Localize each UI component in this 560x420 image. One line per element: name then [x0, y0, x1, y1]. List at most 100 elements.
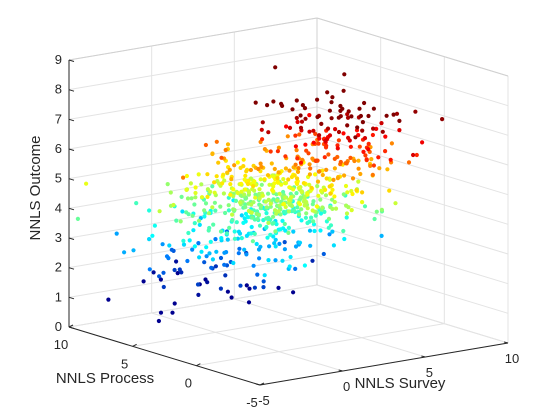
scatter-point	[196, 172, 201, 177]
scatter-point	[266, 130, 271, 135]
scatter-point	[250, 215, 255, 220]
scatter-point	[257, 256, 262, 261]
scatter-point	[273, 244, 278, 249]
scatter-point	[322, 209, 327, 214]
scatter-point	[299, 207, 304, 212]
z-tick-label: 9	[55, 52, 62, 67]
scatter-point	[218, 255, 224, 261]
scatter-point	[297, 212, 302, 217]
scatter-point	[313, 172, 318, 177]
scatter-point	[152, 223, 157, 228]
scatter-point	[190, 213, 195, 218]
scatter-point	[307, 228, 313, 233]
scatter-point	[256, 166, 261, 172]
scatter-point	[350, 191, 355, 197]
scatter-point	[190, 247, 195, 252]
scatter-point	[370, 172, 375, 177]
scatter-point	[218, 229, 224, 234]
scatter-point	[315, 114, 320, 120]
scatter-point	[192, 244, 197, 249]
scatter-point	[306, 151, 311, 156]
z-tick-label: 7	[55, 111, 62, 126]
grid-line	[316, 284, 509, 344]
scatter-point	[323, 193, 329, 198]
scatter-point	[276, 285, 281, 290]
scatter-point	[293, 244, 299, 249]
scatter-point	[360, 190, 365, 195]
scatter-point	[314, 204, 319, 209]
scatter-point	[225, 237, 230, 242]
scatter-point	[324, 176, 329, 181]
scatter-point	[295, 169, 301, 174]
z-tick	[68, 89, 75, 92]
scatter-point	[274, 211, 279, 216]
grid-line	[68, 76, 318, 120]
scatter-point	[361, 149, 366, 154]
scatter-point	[245, 181, 251, 187]
scatter-point	[335, 146, 340, 151]
scatter-point	[246, 190, 252, 195]
scatter-point	[283, 210, 288, 215]
scatter-point	[310, 258, 315, 263]
scatter-point	[134, 201, 139, 206]
scatter-point	[270, 221, 275, 226]
scatter-point	[295, 205, 300, 210]
scatter-point	[345, 123, 350, 128]
scatter-point	[275, 149, 280, 154]
x-tick-label: 5	[426, 365, 433, 380]
scatter-point	[206, 228, 211, 233]
scatter-point	[239, 236, 244, 241]
scatter-point	[273, 65, 278, 70]
scatter-point	[256, 247, 262, 252]
scatter-point	[249, 231, 254, 236]
scatter-point	[266, 191, 271, 196]
scatter-point	[325, 90, 330, 95]
scatter-point	[214, 249, 219, 254]
scatter-point	[356, 179, 361, 184]
scatter-point	[350, 176, 356, 181]
scatter-point	[291, 208, 297, 213]
scatter-point	[229, 295, 234, 300]
scatter-point	[185, 258, 190, 264]
scatter-point	[238, 283, 243, 288]
y-tick	[68, 324, 74, 328]
scatter-point	[222, 262, 227, 267]
scatter-point	[318, 197, 323, 202]
x-tick-label: 0	[343, 379, 350, 394]
scatter-point	[246, 300, 252, 305]
scatter-point	[271, 99, 276, 104]
scatter-point	[326, 152, 331, 157]
scatter-point	[277, 203, 282, 208]
scatter-point	[209, 265, 214, 270]
scatter-point	[297, 202, 303, 207]
scatter-point	[262, 177, 267, 182]
scatter-point	[326, 216, 332, 221]
scatter-point	[223, 273, 228, 278]
scatter-point	[243, 187, 248, 192]
scatter-point	[221, 191, 226, 196]
scatter-point	[297, 240, 303, 245]
scatter-point	[302, 203, 307, 208]
scatter-point	[283, 181, 288, 186]
scatter-point	[285, 134, 290, 139]
scatter-point	[385, 167, 390, 172]
scatter-point	[275, 176, 280, 181]
scatter-point	[259, 182, 264, 187]
scatter-point	[302, 263, 307, 268]
z-tick	[68, 237, 75, 240]
scatter-point	[204, 245, 209, 250]
scatter-point	[360, 128, 365, 133]
scatter-point	[265, 173, 271, 178]
scatter-point	[259, 127, 264, 132]
scatter-point	[221, 172, 226, 177]
grid-line	[68, 136, 318, 180]
scatter-point	[157, 209, 162, 214]
x-tick-label: -5	[258, 393, 270, 408]
scatter-point	[328, 191, 333, 196]
grid-line	[68, 284, 318, 328]
scatter-point	[327, 133, 333, 138]
scatter-point	[307, 172, 312, 177]
scatter-point	[147, 237, 152, 242]
scatter-point	[235, 190, 240, 196]
scatter-point	[321, 251, 326, 257]
